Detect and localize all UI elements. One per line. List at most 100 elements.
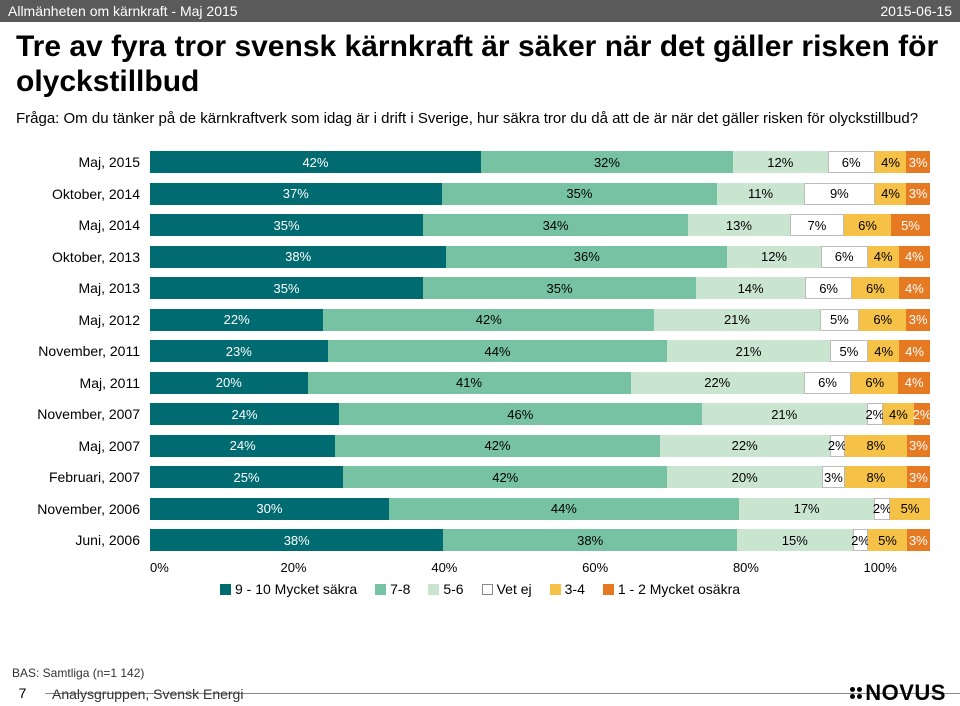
row-label: Maj, 2013 — [0, 280, 140, 296]
legend-item: 1 - 2 Mycket osäkra — [603, 581, 740, 597]
bar-segment: 12% — [733, 151, 828, 173]
legend-item: 9 - 10 Mycket säkra — [220, 581, 357, 597]
bar-track: 38%36%12%6%4%4% — [150, 246, 930, 268]
row-label: Oktober, 2013 — [0, 249, 140, 265]
bar-track: 38%38%15%2%5%3% — [150, 529, 930, 551]
bar-segment: 12% — [727, 246, 821, 268]
bar-track: 20%41%22%6%6%4% — [150, 372, 930, 394]
row-label: Juni, 2006 — [0, 532, 140, 548]
bar-segment: 6% — [821, 246, 868, 268]
header-bar: Allmänheten om kärnkraft - Maj 2015 2015… — [0, 0, 960, 22]
bar-segment: 20% — [150, 372, 308, 394]
bar-track: 42%32%12%6%4%3% — [150, 151, 930, 173]
chart-row: Oktober, 201437%35%11%9%4%3% — [150, 178, 930, 210]
legend-label: 7-8 — [390, 581, 410, 597]
bar-segment: 21% — [702, 403, 867, 425]
bar-segment: 35% — [150, 214, 423, 236]
bar-segment: 2% — [874, 498, 890, 520]
bar-segment: 44% — [389, 498, 739, 520]
bar-segment: 8% — [845, 435, 907, 457]
bar-segment: 4% — [868, 246, 899, 268]
row-label: Maj, 2014 — [0, 217, 140, 233]
axis-tick: 60% — [582, 560, 608, 575]
axis-tick: 100% — [864, 560, 897, 575]
bar-segment: 13% — [688, 214, 789, 236]
axis-tick: 0% — [150, 560, 169, 575]
chart-row: Februari, 200725%42%20%3%8%3% — [150, 462, 930, 494]
bar-segment: 38% — [150, 529, 443, 551]
bar-segment: 4% — [899, 246, 930, 268]
bar-segment: 22% — [660, 435, 830, 457]
bar-segment: 4% — [868, 340, 899, 362]
x-axis: 0% 20% 40% 60% 80% 100% — [0, 560, 960, 575]
bar-segment: 4% — [875, 151, 907, 173]
bar-segment: 4% — [899, 340, 930, 362]
bar-track: 25%42%20%3%8%3% — [150, 466, 930, 488]
bar-segment: 6% — [844, 214, 891, 236]
chart-row: Maj, 200724%42%22%2%8%3% — [150, 430, 930, 462]
legend-swatch — [375, 584, 386, 595]
bar-segment: 6% — [852, 277, 899, 299]
bar-segment: 9% — [804, 183, 875, 205]
bar-segment: 8% — [845, 466, 907, 488]
bar-segment: 11% — [717, 183, 804, 205]
footer-org: Analysgruppen, Svensk Energi — [52, 686, 243, 702]
axis-tick: 20% — [281, 560, 307, 575]
bar-segment: 15% — [737, 529, 853, 551]
bar-segment: 34% — [423, 214, 688, 236]
chart-row: November, 201123%44%21%5%4%4% — [150, 336, 930, 368]
legend-swatch — [220, 584, 231, 595]
bar-segment: 46% — [339, 403, 701, 425]
bar-segment: 5% — [890, 498, 930, 520]
header-right: 2015-06-15 — [880, 3, 952, 19]
axis-tick: 80% — [733, 560, 759, 575]
row-label: Februari, 2007 — [0, 469, 140, 485]
legend-label: 1 - 2 Mycket osäkra — [618, 581, 740, 597]
legend-label: 3-4 — [565, 581, 585, 597]
page-number: 7 — [0, 685, 45, 701]
bar-segment: 5% — [891, 214, 930, 236]
bar-track: 23%44%21%5%4%4% — [150, 340, 930, 362]
bar-segment: 38% — [443, 529, 736, 551]
bar-segment: 5% — [868, 529, 907, 551]
bas-note: BAS: Samtliga (n=1 142) — [12, 666, 144, 680]
legend-item: Vet ej — [482, 581, 532, 597]
chart-row: Maj, 201120%41%22%6%6%4% — [150, 367, 930, 399]
bar-segment: 38% — [150, 246, 446, 268]
bar-segment: 23% — [150, 340, 328, 362]
bar-track: 37%35%11%9%4%3% — [150, 183, 930, 205]
novus-logo: NOVUS — [850, 680, 946, 706]
bar-segment: 42% — [343, 466, 667, 488]
row-label: Maj, 2015 — [0, 154, 140, 170]
bar-segment: 42% — [335, 435, 659, 457]
stacked-bar-chart: Maj, 201542%32%12%6%4%3%Oktober, 201437%… — [0, 147, 960, 557]
bar-segment: 22% — [631, 372, 804, 394]
chart-row: Juni, 200638%38%15%2%5%3% — [150, 525, 930, 557]
row-label: Maj, 2012 — [0, 312, 140, 328]
row-label: Maj, 2007 — [0, 438, 140, 454]
bar-segment: 5% — [830, 340, 869, 362]
bar-segment: 6% — [851, 372, 898, 394]
bar-track: 22%42%21%5%6%3% — [150, 309, 930, 331]
bar-segment: 3% — [907, 529, 930, 551]
bar-segment: 17% — [739, 498, 874, 520]
bar-segment: 4% — [875, 183, 907, 205]
chart-row: Maj, 201222%42%21%5%6%3% — [150, 304, 930, 336]
chart-legend: 9 - 10 Mycket säkra7-85-6Vet ej3-41 - 2 … — [0, 581, 960, 597]
chart-row: Maj, 201542%32%12%6%4%3% — [150, 147, 930, 179]
bar-track: 30%44%17%2%5% — [150, 498, 930, 520]
legend-swatch — [482, 584, 493, 595]
legend-item: 7-8 — [375, 581, 410, 597]
bar-segment: 22% — [150, 309, 323, 331]
axis-tick: 40% — [431, 560, 457, 575]
row-label: November, 2006 — [0, 501, 140, 517]
legend-swatch — [603, 584, 614, 595]
bar-segment: 6% — [805, 277, 852, 299]
bar-segment: 14% — [696, 277, 805, 299]
bar-segment: 21% — [667, 340, 829, 362]
bar-segment: 5% — [820, 309, 859, 331]
header-left: Allmänheten om kärnkraft - Maj 2015 — [8, 3, 238, 19]
bar-segment: 41% — [308, 372, 631, 394]
row-label: Oktober, 2014 — [0, 186, 140, 202]
bar-segment: 3% — [907, 466, 930, 488]
